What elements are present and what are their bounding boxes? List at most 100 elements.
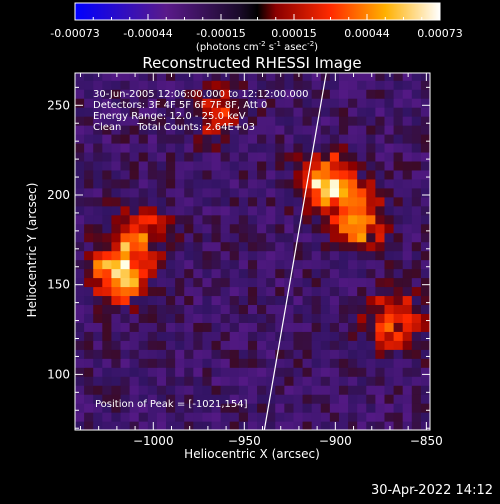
- heatmap-cell: [129, 394, 140, 404]
- heatmap-cell: [247, 151, 258, 162]
- heatmap-cell: [111, 385, 122, 395]
- heatmap-cell: [311, 89, 322, 99]
- heatmap-cell: [402, 214, 413, 225]
- heatmap-cell: [311, 412, 322, 422]
- heatmap-cell: [111, 358, 122, 368]
- heatmap-cell: [384, 125, 395, 135]
- heatmap-cell: [120, 331, 131, 341]
- heatmap-cell: [229, 340, 240, 350]
- heatmap-cell: [348, 394, 358, 404]
- heatmap-cell: [229, 412, 240, 422]
- heatmap-cell: [293, 196, 304, 207]
- heatmap-cell: [156, 98, 167, 108]
- heatmap-cell: [193, 107, 204, 117]
- heatmap-cell: [211, 196, 222, 207]
- heatmap-cell: [293, 241, 304, 252]
- heatmap-cell: [84, 313, 94, 323]
- x-tick-label: −950: [228, 434, 261, 448]
- heatmap-cell: [257, 169, 267, 180]
- heatmap-cell: [166, 268, 176, 279]
- heatmap-cell: [284, 349, 295, 359]
- heatmap-cell: [238, 169, 249, 180]
- heatmap-cell: [266, 178, 276, 189]
- heatmap-cell: [156, 80, 167, 90]
- heatmap-cell: [93, 367, 103, 377]
- heatmap-cell: [257, 196, 267, 207]
- heatmap-cell: [111, 313, 122, 323]
- heatmap-cell: [402, 358, 413, 368]
- heatmap-cell: [257, 403, 267, 413]
- heatmap-cell: [266, 250, 276, 261]
- heatmap-cell: [257, 421, 267, 430]
- heatmap-cell: [129, 133, 140, 144]
- heatmap-cell: [411, 116, 422, 126]
- heatmap-cell: [393, 160, 404, 171]
- heatmap-cell: [329, 169, 340, 180]
- heatmap-cell: [375, 250, 386, 261]
- heatmap-cell: [393, 116, 404, 126]
- heatmap-cell: [75, 142, 85, 153]
- heatmap-cell: [366, 187, 376, 198]
- heatmap-cell: [411, 259, 422, 270]
- heatmap-cell: [156, 367, 167, 377]
- heatmap-cell: [329, 367, 340, 377]
- heatmap-cell: [111, 232, 122, 243]
- heatmap-cell: [275, 107, 285, 117]
- heatmap-cell: [211, 89, 222, 99]
- heatmap-cell: [93, 133, 103, 144]
- heatmap-cell: [320, 286, 331, 297]
- heatmap-cell: [156, 286, 167, 297]
- heatmap-cell: [293, 412, 304, 422]
- heatmap-cell: [193, 304, 204, 314]
- heatmap-cell: [93, 187, 103, 198]
- heatmap-cell: [402, 286, 413, 297]
- heatmap-cell: [393, 385, 404, 395]
- heatmap-cell: [311, 232, 322, 243]
- heatmap-cell: [420, 160, 430, 171]
- heatmap-cell: [284, 89, 295, 99]
- heatmap-cell: [275, 349, 285, 359]
- heatmap-cell: [184, 125, 194, 135]
- heatmap-cell: [384, 313, 395, 323]
- heatmap-cell: [293, 214, 304, 225]
- heatmap-cell: [266, 232, 276, 243]
- heatmap-cell: [111, 241, 122, 252]
- heatmap-cell: [211, 412, 222, 422]
- heatmap-cell: [420, 304, 430, 314]
- heatmap-cell: [393, 80, 404, 90]
- heatmap-cell: [238, 205, 249, 216]
- heatmap-cell: [102, 142, 113, 153]
- heatmap-cell: [129, 142, 140, 153]
- heatmap-cell: [84, 73, 94, 81]
- heatmap-cell: [329, 125, 340, 135]
- heatmap-cell: [75, 116, 85, 126]
- heatmap-cell: [257, 205, 267, 216]
- heatmap-cell: [147, 214, 158, 225]
- heatmap-cell: [111, 89, 122, 99]
- heatmap-cell: [420, 412, 430, 422]
- heatmap-cell: [193, 73, 204, 81]
- heatmap-cell: [202, 340, 213, 350]
- heatmap-cell: [348, 286, 358, 297]
- heatmap-cell: [293, 89, 304, 99]
- heatmap-cell: [211, 322, 222, 332]
- heatmap-cell: [166, 394, 176, 404]
- heatmap-cell: [266, 259, 276, 270]
- heatmap-cell: [202, 349, 213, 359]
- heatmap-cell: [247, 313, 258, 323]
- heatmap-cell: [311, 205, 322, 216]
- heatmap-cell: [357, 160, 367, 171]
- heatmap-cell: [366, 358, 376, 368]
- heatmap-cell: [84, 331, 94, 341]
- heatmap-cell: [184, 277, 194, 288]
- heatmap-cell: [257, 322, 267, 332]
- heatmap-cell: [220, 295, 231, 306]
- heatmap-cell: [348, 241, 358, 252]
- heatmap-cell: [348, 367, 358, 377]
- heatmap-cell: [257, 232, 267, 243]
- heatmap-cell: [166, 376, 176, 386]
- heatmap-cell: [93, 259, 103, 270]
- heatmap-cell: [357, 304, 367, 314]
- heatmap-cell: [366, 394, 376, 404]
- heatmap-cell: [284, 295, 295, 306]
